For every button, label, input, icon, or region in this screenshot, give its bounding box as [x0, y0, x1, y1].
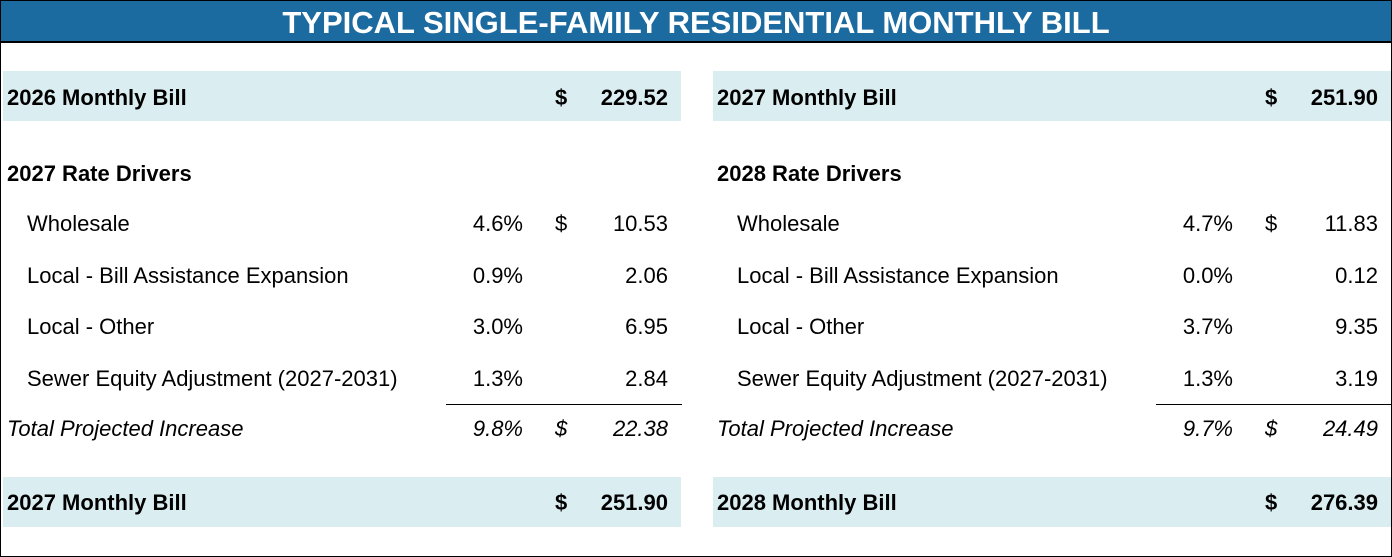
dollar-sign: $ [555, 416, 568, 441]
row-label: Local - Other [27, 314, 155, 340]
row-label: Wholesale [737, 211, 840, 236]
total-rule [1156, 404, 1391, 405]
row-label: Total Projected Increase [717, 416, 954, 441]
bill-band [3, 477, 681, 527]
amount: 276.39 [1310, 490, 1378, 515]
section-heading: 2028 Rate Drivers [717, 161, 902, 186]
amount: 3.19 [1335, 366, 1378, 392]
row-label: Local - Bill Assistance Expansion [27, 262, 349, 288]
amount: 6.95 [625, 314, 668, 340]
dollar-sign: $ [555, 490, 568, 515]
row-label: 2028 Monthly Bill [717, 490, 897, 515]
percent: 9.8% [472, 416, 523, 441]
percent: 4.7% [1182, 211, 1233, 236]
title: TYPICAL SINGLE-FAMILY RESIDENTIAL MONTHL… [1, 1, 1391, 43]
bill-band [713, 477, 1391, 527]
amount: 229.52 [600, 85, 668, 110]
amount: 251.90 [1310, 85, 1378, 110]
row-label: 2026 Monthly Bill [7, 85, 187, 110]
dollar-sign: $ [1265, 85, 1278, 110]
amount: 24.49 [1322, 416, 1378, 441]
dollar-sign: $ [1265, 416, 1278, 441]
total-rule [446, 404, 682, 405]
dollar-sign: $ [555, 85, 568, 110]
row-label: Local - Bill Assistance Expansion [737, 262, 1059, 288]
amount: 9.35 [1335, 314, 1378, 340]
percent: 0.9% [472, 262, 523, 288]
dollar-sign: $ [1265, 490, 1278, 515]
bill-band [3, 71, 681, 121]
section-heading: 2027 Rate Drivers [7, 161, 192, 186]
row-label: Sewer Equity Adjustment (2027-2031) [27, 366, 398, 392]
amount: 2.84 [625, 366, 668, 392]
percent: 3.0% [472, 314, 523, 340]
amount: 2.06 [625, 262, 668, 288]
percent: 1.3% [472, 366, 523, 392]
row-label: 2027 Monthly Bill [717, 85, 897, 110]
amount: 10.53 [612, 211, 668, 236]
amount: 22.38 [612, 416, 668, 441]
row-label: 2027 Monthly Bill [7, 490, 187, 515]
amount: 0.12 [1335, 262, 1378, 288]
percent: 3.7% [1182, 314, 1233, 340]
dollar-sign: $ [555, 211, 568, 236]
row-label: Wholesale [27, 211, 130, 236]
bill-band [713, 71, 1391, 121]
percent: 9.7% [1182, 416, 1233, 441]
amount: 11.83 [1324, 211, 1378, 236]
percent: 1.3% [1182, 366, 1233, 392]
percent: 0.0% [1182, 262, 1233, 288]
dollar-sign: $ [1265, 211, 1278, 236]
row-label: Local - Other [737, 314, 865, 340]
percent: 4.6% [472, 211, 523, 236]
row-label: Total Projected Increase [7, 416, 244, 441]
amount: 251.90 [600, 490, 668, 515]
row-label: Sewer Equity Adjustment (2027-2031) [737, 366, 1108, 392]
